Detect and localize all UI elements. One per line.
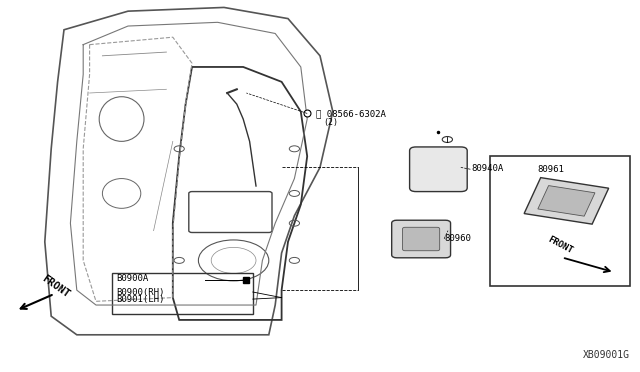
Polygon shape [538, 186, 595, 216]
Text: B0900(RH): B0900(RH) [116, 288, 165, 296]
Text: XB09001G: XB09001G [584, 350, 630, 360]
Text: B0901(LH): B0901(LH) [116, 295, 165, 304]
Text: FRONT: FRONT [40, 273, 71, 299]
Text: 80960: 80960 [445, 234, 472, 243]
FancyBboxPatch shape [392, 220, 451, 258]
Text: 80961: 80961 [538, 165, 564, 174]
Text: 80940A: 80940A [472, 164, 504, 173]
Text: B0900A: B0900A [116, 274, 148, 283]
Bar [112, 273, 253, 314]
Text: FRONT: FRONT [546, 235, 574, 256]
Text: (2): (2) [323, 118, 338, 126]
Bar [490, 156, 630, 286]
FancyBboxPatch shape [410, 147, 467, 192]
FancyBboxPatch shape [403, 227, 440, 251]
Polygon shape [524, 177, 609, 224]
Text: Ⓢ 08566-6302A: Ⓢ 08566-6302A [316, 109, 385, 118]
